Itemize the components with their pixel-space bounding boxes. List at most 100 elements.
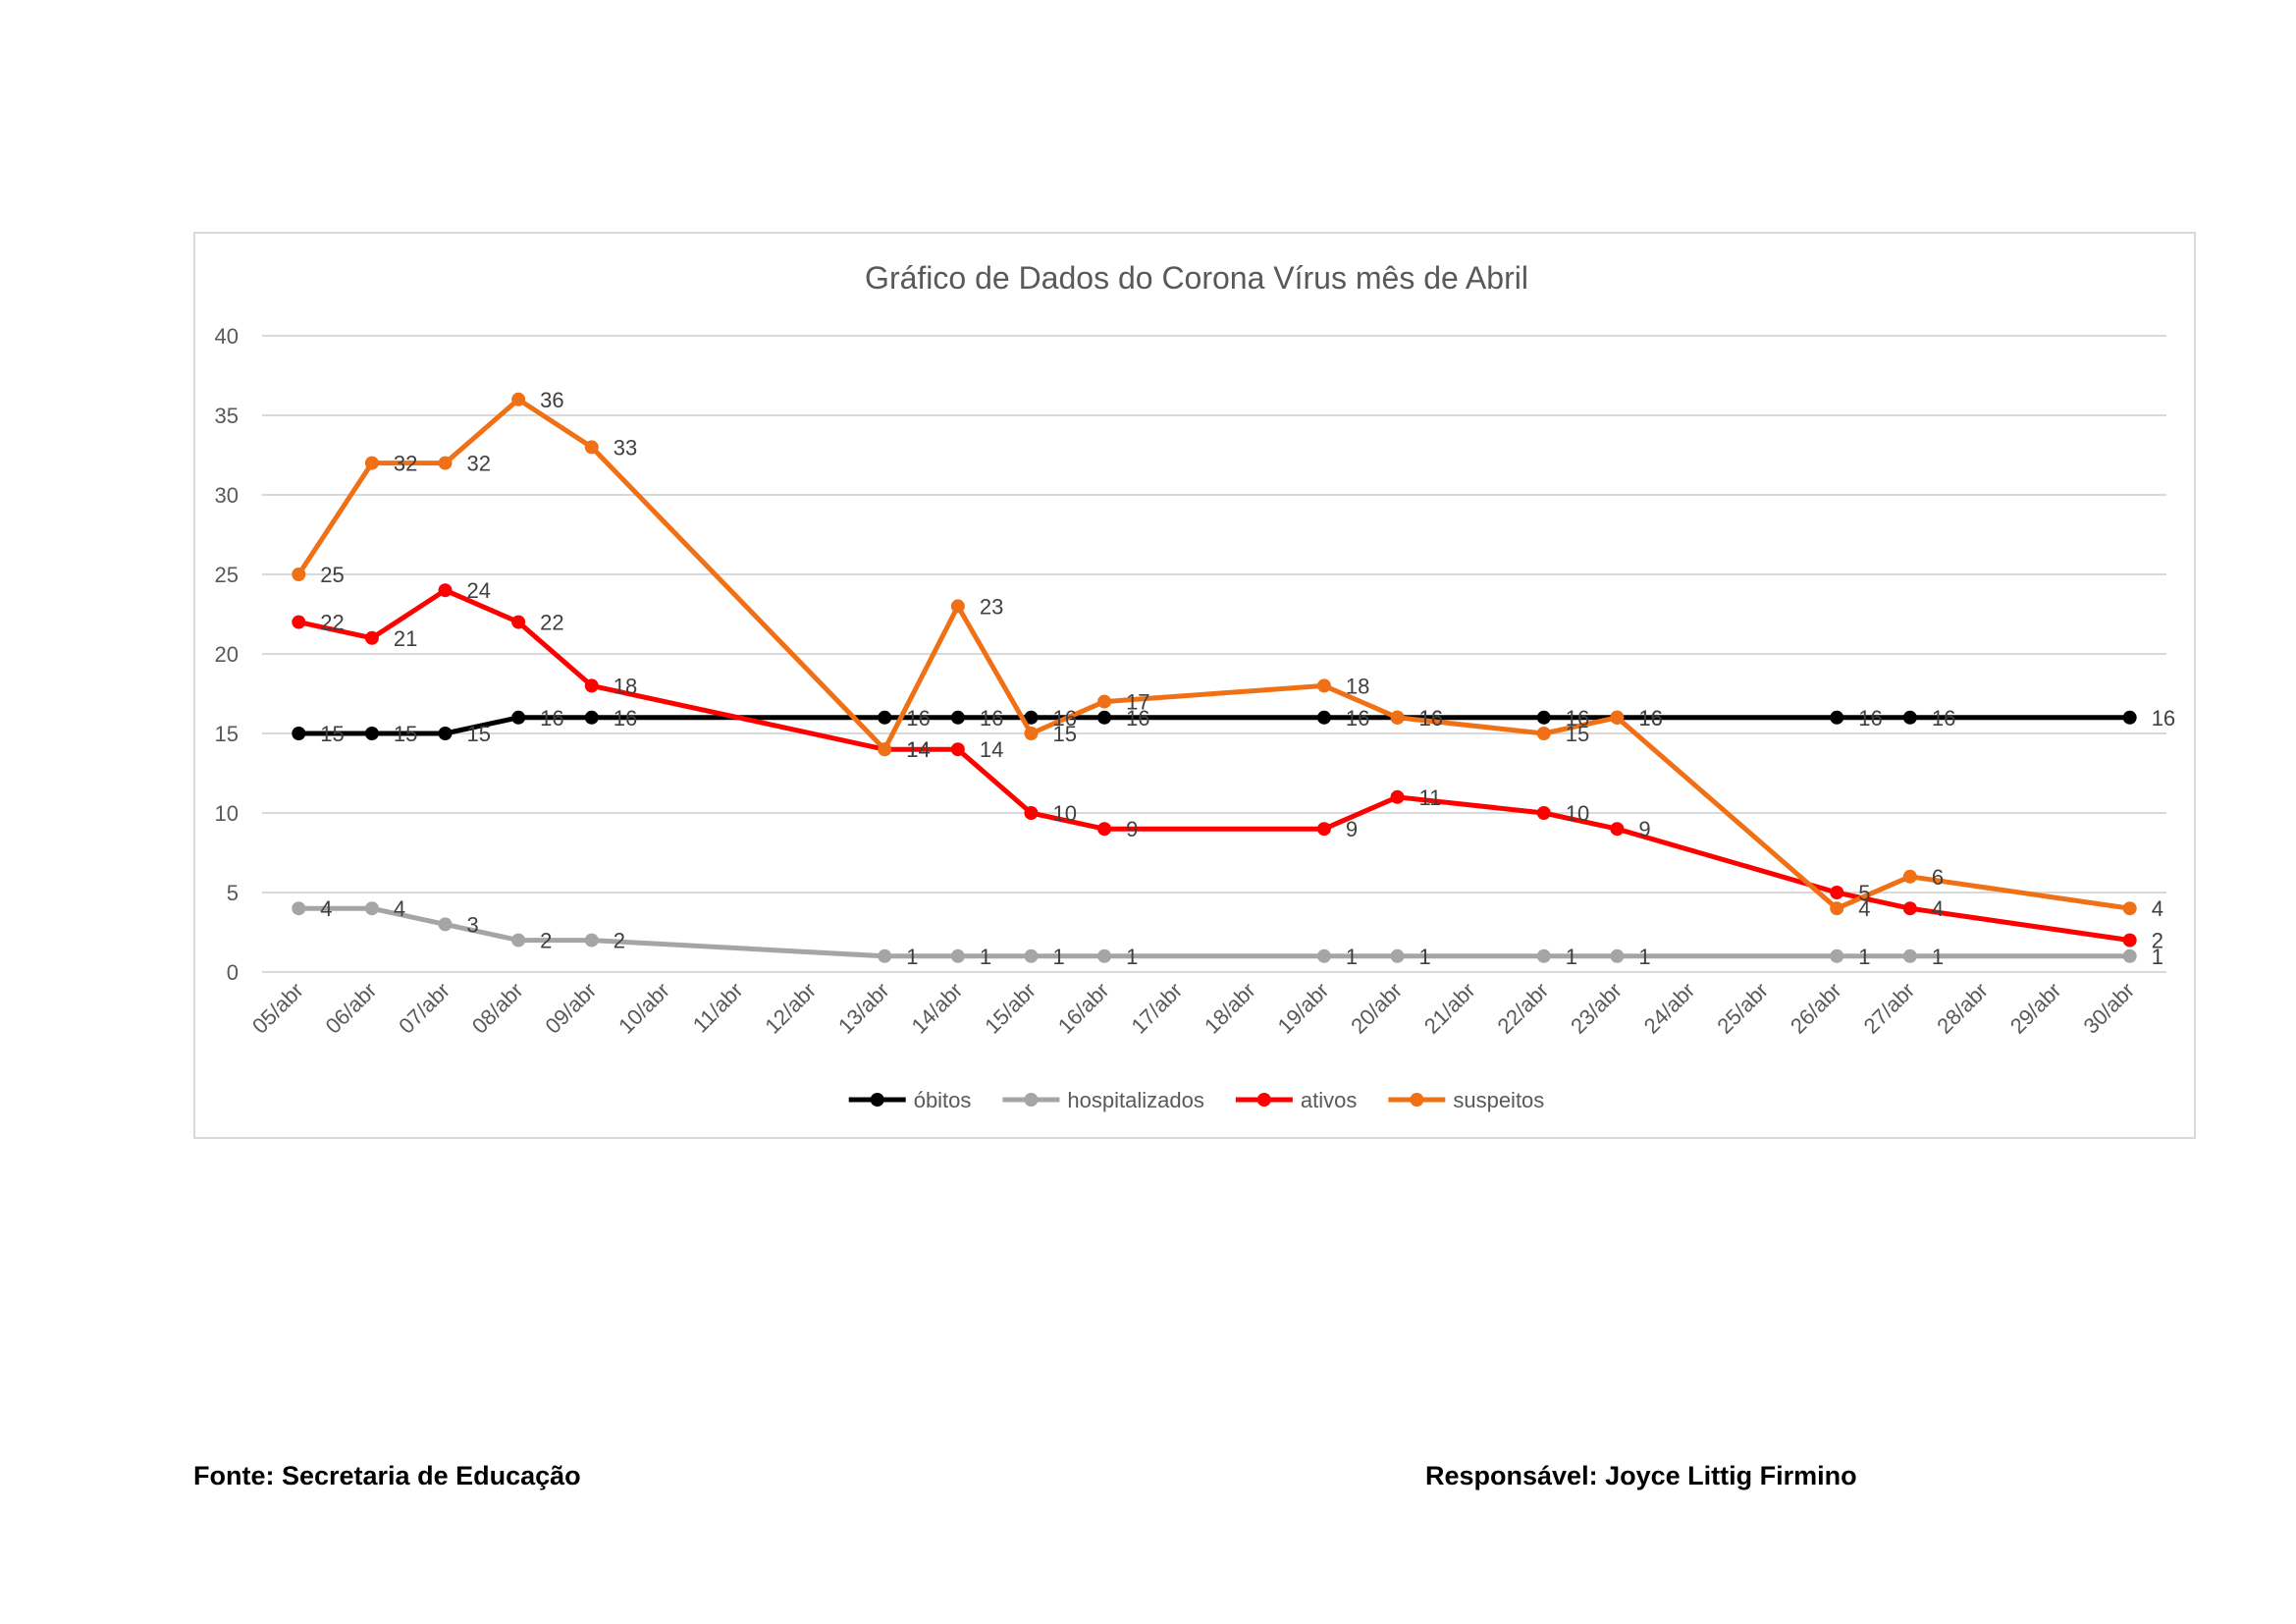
data-label-suspeitos: 17 — [1126, 690, 1149, 715]
data-label-hospitalizados: 2 — [614, 929, 625, 953]
data-point-ativos — [1610, 822, 1625, 837]
data-label-ativos: 10 — [1052, 801, 1076, 826]
x-tick-label: 18/abr — [1200, 978, 1260, 1039]
x-tick-label: 19/abr — [1273, 978, 1334, 1039]
data-point-hospitalizados — [1830, 948, 1844, 963]
data-label-obitos: 16 — [1566, 706, 1589, 731]
data-label-suspeitos: 14 — [906, 737, 930, 762]
data-label-suspeitos: 15 — [1566, 722, 1589, 746]
data-label-ativos: 14 — [906, 737, 930, 762]
chart-title: Gráfico de Dados do Corona Vírus mês de … — [865, 260, 1528, 296]
data-label-obitos: 16 — [1126, 706, 1149, 731]
legend-label: óbitos — [914, 1088, 972, 1112]
data-label-suspeitos: 4 — [2152, 896, 2163, 921]
data-label-hospitalizados: 2 — [540, 929, 552, 953]
data-label-hospitalizados: 1 — [1346, 945, 1358, 969]
data-label-hospitalizados: 1 — [906, 945, 918, 969]
legend-swatch-marker — [1256, 1093, 1271, 1107]
data-label-hospitalizados: 3 — [467, 912, 479, 937]
data-point-suspeitos — [2122, 901, 2137, 916]
data-point-ativos — [1097, 822, 1112, 837]
data-label-ativos: 24 — [467, 578, 491, 603]
data-label-obitos: 15 — [394, 722, 417, 746]
data-label-obitos: 16 — [1419, 706, 1443, 731]
data-label-obitos: 16 — [1932, 706, 1955, 731]
legend-item-ativos: ativos — [1235, 1088, 1357, 1112]
data-point-ativos — [1830, 886, 1844, 899]
data-label-ativos: 2 — [2152, 929, 2163, 953]
legend-swatch-marker — [870, 1093, 884, 1107]
data-point-hospitalizados — [1902, 948, 1917, 963]
data-label-suspeitos: 16 — [1638, 706, 1662, 731]
data-label-suspeitos: 6 — [1932, 865, 1944, 890]
x-tick-label: 29/abr — [2005, 978, 2066, 1039]
x-tick-label: 13/abr — [833, 978, 894, 1039]
x-tick-label: 25/abr — [1712, 978, 1773, 1039]
legend-swatch-marker — [1410, 1093, 1424, 1107]
x-tick-label: 15/abr — [980, 978, 1041, 1039]
legend-item-obitos: óbitos — [848, 1088, 972, 1112]
data-label-obitos: 16 — [980, 706, 1003, 731]
y-tick-label: 25 — [215, 563, 239, 587]
data-point-hospitalizados — [2122, 948, 2137, 963]
data-point-obitos — [2122, 710, 2137, 725]
data-label-ativos: 14 — [980, 737, 1003, 762]
x-tick-label: 05/abr — [247, 978, 308, 1039]
data-label-obitos: 16 — [2152, 706, 2175, 731]
data-point-suspeitos — [438, 456, 453, 470]
data-point-obitos — [1316, 710, 1331, 725]
data-point-obitos — [1830, 710, 1844, 725]
y-tick-label: 10 — [215, 801, 239, 826]
x-tick-label: 28/abr — [1932, 978, 1993, 1039]
data-label-hospitalizados: 1 — [1126, 945, 1138, 969]
data-label-obitos: 16 — [540, 706, 563, 731]
data-label-hospitalizados: 4 — [394, 896, 405, 921]
data-label-suspeitos: 4 — [1858, 896, 1870, 921]
data-label-ativos: 18 — [614, 674, 637, 698]
data-label-hospitalizados: 1 — [1638, 945, 1650, 969]
data-label-ativos: 9 — [1346, 817, 1358, 841]
data-point-hospitalizados — [292, 901, 306, 916]
y-tick-label: 5 — [227, 881, 239, 905]
data-point-suspeitos — [1610, 710, 1625, 725]
x-tick-label: 11/abr — [688, 978, 748, 1038]
series-line-ativos — [297, 587, 2131, 944]
x-tick-label: 17/abr — [1126, 978, 1187, 1039]
y-tick-label: 20 — [215, 642, 239, 667]
data-label-hospitalizados: 4 — [320, 896, 332, 921]
data-point-ativos — [950, 742, 965, 757]
legend-label: ativos — [1301, 1088, 1357, 1112]
data-point-hospitalizados — [1390, 948, 1405, 963]
data-label-ativos: 22 — [320, 611, 344, 635]
data-point-obitos — [584, 710, 599, 725]
x-tick-label: 20/abr — [1346, 978, 1407, 1039]
data-point-ativos — [292, 615, 306, 629]
data-point-suspeitos — [1902, 869, 1917, 884]
data-point-obitos — [878, 710, 892, 725]
data-label-hospitalizados: 1 — [980, 945, 991, 969]
series-line-obitos — [298, 715, 2130, 736]
series-lines — [292, 392, 2137, 963]
data-point-hospitalizados — [1316, 948, 1331, 963]
data-point-suspeitos — [1024, 727, 1039, 740]
data-point-obitos — [1024, 710, 1039, 725]
data-label-suspeitos: 32 — [394, 452, 417, 476]
data-point-hospitalizados — [950, 948, 965, 963]
data-label-ativos: 22 — [540, 611, 563, 635]
data-label-obitos: 15 — [467, 722, 491, 746]
data-point-suspeitos — [1390, 710, 1405, 725]
y-axis-ticks: 0 5 10 15 20 25 30 35 40 — [215, 324, 239, 985]
data-point-suspeitos — [878, 742, 892, 757]
data-label-ativos: 9 — [1126, 817, 1138, 841]
data-label-suspeitos: 18 — [1346, 674, 1369, 698]
legend-item-hospitalizados: hospitalizados — [1002, 1088, 1204, 1112]
data-point-ativos — [1390, 789, 1405, 804]
data-label-hospitalizados: 1 — [1932, 945, 1944, 969]
data-label-obitos: 15 — [320, 722, 344, 746]
data-label-suspeitos: 32 — [467, 452, 491, 476]
data-point-obitos — [292, 727, 306, 740]
y-tick-label: 35 — [215, 404, 239, 428]
data-label-suspeitos: 25 — [320, 563, 344, 587]
y-tick-label: 15 — [215, 722, 239, 746]
